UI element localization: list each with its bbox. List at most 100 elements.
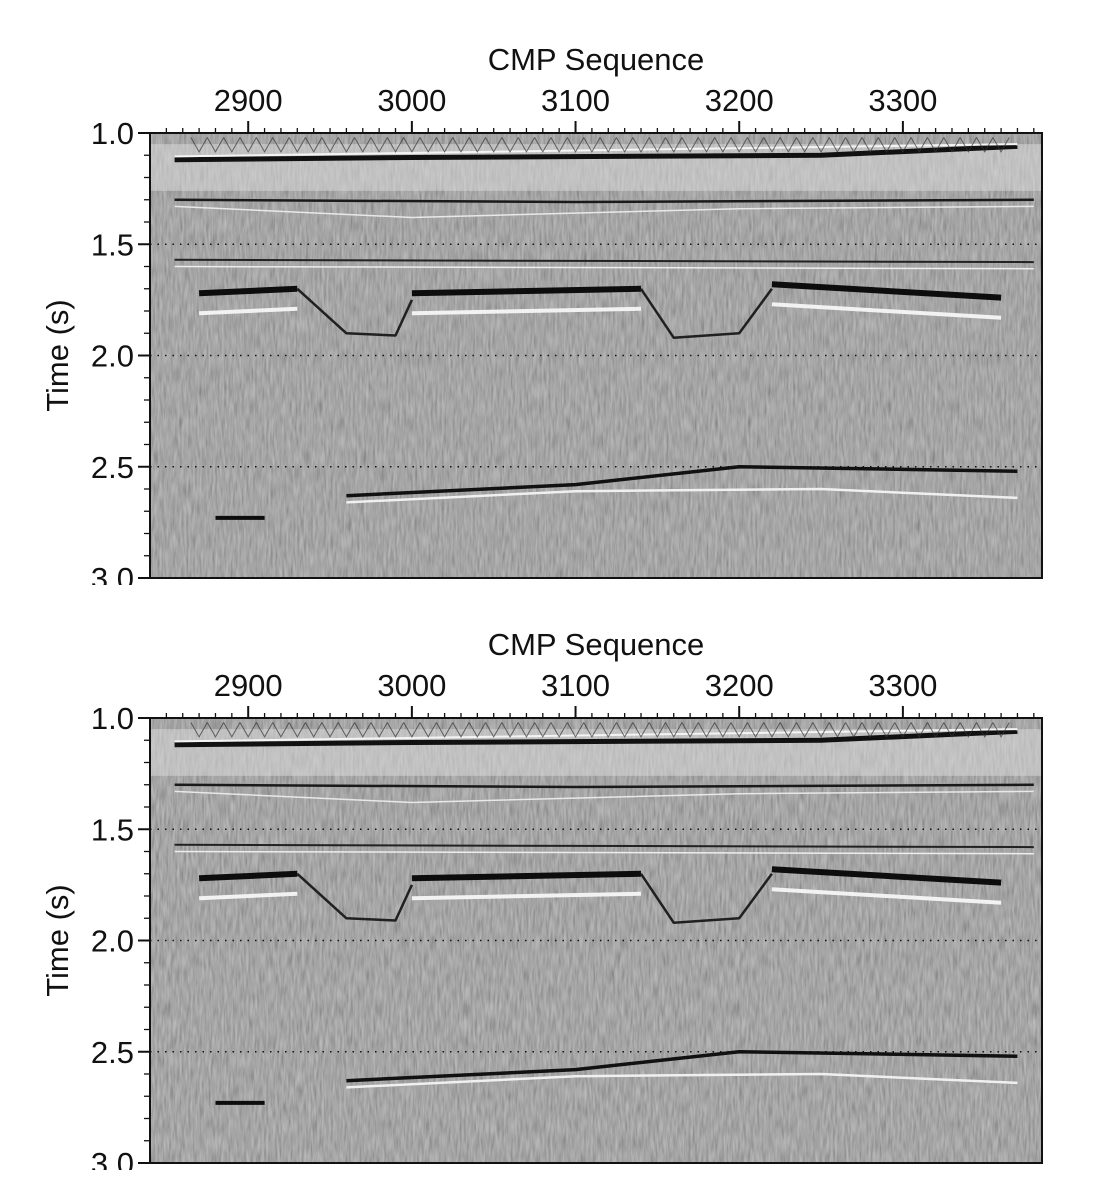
multiple-diamond	[272, 137, 290, 153]
multiple-diamond	[403, 137, 421, 153]
multiple-diamond	[861, 722, 879, 738]
multiple-diamond	[354, 722, 372, 738]
multiple-diamond	[746, 722, 765, 738]
multiple-diamond	[763, 137, 781, 153]
multiple-diamond	[370, 722, 388, 738]
reflector-1-35s	[174, 205, 1034, 219]
multiple-diamond	[239, 137, 257, 153]
multiple-diamond	[828, 137, 847, 153]
channel-trough-1	[296, 287, 414, 337]
deep-reflector-white	[346, 487, 1018, 504]
x-axis-title: CMP Sequence	[488, 42, 705, 77]
x-tick-label: 2900	[214, 668, 283, 703]
multiple-diamond	[190, 722, 208, 738]
reflector-1-35s	[174, 790, 1034, 804]
multiple-diamond	[976, 722, 994, 738]
y-tick-label: 2.0	[91, 339, 134, 374]
multiple-diamond	[419, 137, 437, 153]
multiple-diamond	[812, 137, 830, 153]
reflector-1-60s	[174, 850, 1034, 855]
horizon-top-1	[411, 285, 642, 297]
multiple-diamond	[632, 722, 650, 738]
multiple-diamond	[386, 722, 405, 738]
x-tick-label: 3000	[377, 83, 446, 118]
deep-reflector-white	[346, 1072, 1018, 1089]
multiple-diamond	[616, 137, 634, 153]
channel-trough-2	[639, 873, 773, 924]
multiple-diamond	[599, 137, 617, 153]
multiple-diamond	[992, 137, 1010, 153]
multiple-diamond	[223, 137, 241, 153]
multiple-diamond	[468, 722, 486, 738]
seafloor-halo	[174, 728, 1018, 743]
multiple-diamond	[648, 137, 666, 153]
multiple-diamond	[779, 722, 797, 738]
multiple-diamond	[845, 722, 863, 738]
multiple-diamond	[861, 137, 879, 153]
y-tick-label: 1.5	[91, 812, 134, 847]
multiple-diamond	[943, 722, 961, 738]
horizon-base-0	[199, 891, 298, 901]
y-tick-label: 2.5	[91, 1035, 134, 1070]
multiple-diamond	[566, 137, 585, 153]
y-tick-label: 2.5	[91, 450, 134, 485]
y-tick-label: 2.0	[91, 924, 134, 959]
multiple-diamond	[305, 722, 323, 738]
multiple-diamond	[910, 137, 928, 153]
multiple-diamond	[730, 722, 748, 738]
multiple-diamond	[959, 137, 977, 153]
x-tick-label: 3100	[541, 668, 610, 703]
multiple-diamond	[599, 722, 617, 738]
multiple-diamond	[403, 722, 421, 738]
x-axis-title: CMP Sequence	[488, 627, 705, 662]
multiple-diamond	[714, 137, 732, 153]
multiple-diamond	[632, 137, 650, 153]
multiple-diamond	[550, 722, 568, 738]
multiple-diamond	[583, 722, 601, 738]
x-tick-label: 3100	[541, 83, 610, 118]
multiple-diamond	[763, 722, 781, 738]
horizon-base-1	[411, 306, 642, 316]
multiple-diamond	[926, 137, 945, 153]
channel-trough-1	[296, 872, 414, 922]
reflector-1-3s	[174, 198, 1034, 204]
y-axis-title: Time (s)	[40, 299, 75, 412]
multiple-diamond	[976, 137, 994, 153]
multiple-diamond	[845, 137, 863, 153]
multiple-diamond	[305, 137, 323, 153]
multiple-diamond	[943, 137, 961, 153]
multiple-diamond	[386, 137, 405, 153]
multiple-diamond	[697, 137, 716, 153]
multiple-diamond	[190, 137, 208, 153]
multiple-diamond	[894, 137, 912, 153]
multiple-diamond	[910, 722, 928, 738]
seismic-panel-top: 2900 3000 3100 3200 3300 1.0 1.5 2.0 2.5 3.0 CMP S…	[0, 0, 1100, 585]
channel-trough-2	[639, 288, 773, 339]
deep-reflector-top	[346, 465, 1018, 498]
multiple-diamond	[730, 137, 748, 153]
multiple-diamond	[501, 137, 519, 153]
y-tick-label: 3.0	[91, 1146, 134, 1170]
y-tick-label: 1.0	[91, 116, 134, 151]
multiple-diamond	[681, 137, 699, 153]
x-tick-label: 2900	[214, 83, 283, 118]
reflector-1-3s	[174, 783, 1034, 789]
horizon-top-1	[411, 870, 642, 882]
multiple-diamond	[288, 722, 306, 738]
multiple-diamond	[926, 722, 945, 738]
x-tick-label: 3300	[868, 83, 937, 118]
multiple-diamond	[566, 722, 585, 738]
y-tick-label: 3.0	[91, 561, 134, 585]
multiple-diamond	[370, 137, 388, 153]
multiple-diamond	[583, 137, 601, 153]
horizon-base-1	[411, 891, 642, 901]
multiple-diamond	[337, 722, 356, 738]
multiple-diamond	[714, 722, 732, 738]
reflector-1-57s	[174, 843, 1034, 849]
multiple-diamond	[992, 722, 1010, 738]
multiple-diamond	[828, 722, 847, 738]
x-tick-label: 3200	[705, 668, 774, 703]
multiple-diamond	[616, 722, 634, 738]
multiple-diamond	[681, 722, 699, 738]
x-tick-label: 3300	[868, 668, 937, 703]
